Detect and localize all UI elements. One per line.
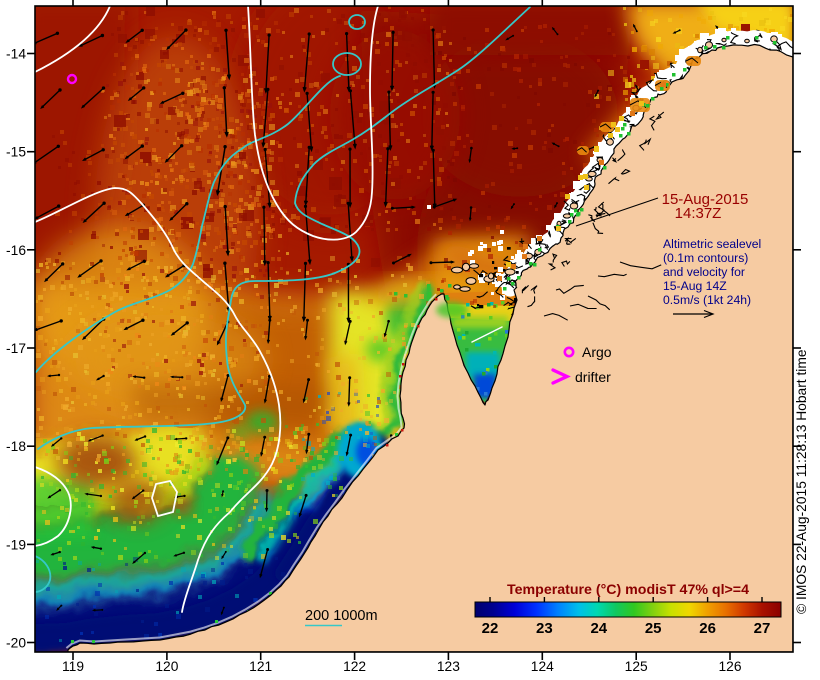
- svg-text:15-Aug-2015: 15-Aug-2015: [662, 191, 749, 208]
- svg-text:26: 26: [699, 620, 716, 637]
- svg-text:120: 120: [155, 659, 178, 674]
- svg-text:© IMOS 22-Aug-2015 11:28:13 Ho: © IMOS 22-Aug-2015 11:28:13 Hobart time: [794, 349, 809, 614]
- svg-text:121: 121: [249, 659, 272, 674]
- svg-text:Argo: Argo: [582, 344, 612, 360]
- svg-text:15-Aug 14Z: 15-Aug 14Z: [663, 279, 727, 293]
- svg-text:-18: -18: [6, 439, 26, 454]
- svg-text:126: 126: [718, 659, 741, 674]
- svg-text:122: 122: [343, 659, 366, 674]
- svg-text:Temperature (°C) modisT 47% ql: Temperature (°C) modisT 47% ql>=4: [507, 582, 749, 598]
- svg-text:-17: -17: [6, 341, 26, 356]
- svg-text:123: 123: [437, 659, 460, 674]
- svg-text:drifter: drifter: [575, 369, 611, 385]
- svg-text:119: 119: [62, 659, 84, 674]
- svg-text:27: 27: [754, 620, 771, 637]
- svg-text:Altimetric sealevel: Altimetric sealevel: [663, 237, 761, 251]
- svg-text:(0.1m contours): (0.1m contours): [663, 251, 748, 265]
- svg-text:14:37Z: 14:37Z: [675, 205, 722, 222]
- svg-text:-19: -19: [6, 537, 26, 552]
- svg-text:22: 22: [482, 620, 499, 637]
- svg-text:and velocity for: and velocity for: [663, 265, 745, 279]
- svg-text:-16: -16: [6, 243, 26, 258]
- svg-text:-15: -15: [6, 145, 26, 160]
- svg-text:0.5m/s (1kt 24h): 0.5m/s (1kt 24h): [663, 293, 751, 307]
- svg-text:125: 125: [625, 659, 648, 674]
- svg-text:24: 24: [590, 620, 607, 637]
- svg-text:-14: -14: [6, 47, 26, 62]
- svg-text:-20: -20: [6, 636, 26, 651]
- svg-text:25: 25: [645, 620, 662, 637]
- svg-text:200 1000m: 200 1000m: [305, 608, 378, 624]
- svg-text:23: 23: [536, 620, 553, 637]
- svg-text:124: 124: [531, 659, 554, 674]
